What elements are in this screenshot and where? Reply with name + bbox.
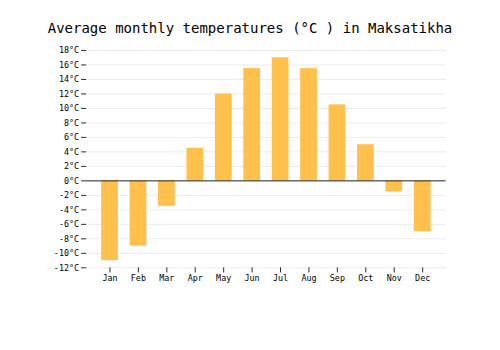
svg-text:4°C: 4°C bbox=[64, 147, 79, 157]
svg-text:Oct: Oct bbox=[358, 273, 373, 283]
svg-text:18°C: 18°C bbox=[59, 45, 79, 55]
svg-text:Sep: Sep bbox=[330, 273, 345, 283]
svg-text:16°C: 16°C bbox=[59, 60, 79, 70]
svg-text:8°C: 8°C bbox=[64, 118, 79, 128]
svg-text:Aug: Aug bbox=[301, 273, 316, 283]
svg-text:-2°C: -2°C bbox=[59, 190, 79, 200]
svg-text:Mar: Mar bbox=[159, 273, 174, 283]
svg-text:2°C: 2°C bbox=[64, 161, 79, 171]
svg-text:12°C: 12°C bbox=[59, 89, 79, 99]
svg-text:Dec: Dec bbox=[415, 273, 430, 283]
svg-text:0°C: 0°C bbox=[64, 176, 79, 186]
svg-text:14°C: 14°C bbox=[59, 74, 79, 84]
svg-text:-8°C: -8°C bbox=[59, 234, 79, 244]
svg-text:-12°C: -12°C bbox=[54, 262, 79, 272]
svg-text:Nov: Nov bbox=[387, 273, 402, 283]
svg-text:May: May bbox=[216, 273, 231, 283]
svg-text:-6°C: -6°C bbox=[59, 219, 79, 229]
svg-text:6°C: 6°C bbox=[64, 132, 79, 142]
svg-text:Jan: Jan bbox=[102, 273, 117, 283]
svg-text:Jul: Jul bbox=[273, 273, 288, 283]
svg-text:10°C: 10°C bbox=[59, 103, 79, 113]
svg-text:Apr: Apr bbox=[188, 273, 203, 283]
html-text:Average monthly temperatures (: Average monthly temperatures (°C ) in Ma… bbox=[47, 20, 453, 36]
svg-text:-10°C: -10°C bbox=[54, 248, 79, 258]
svg-text:Jun: Jun bbox=[245, 273, 260, 283]
svg-text:-4°C: -4°C bbox=[59, 205, 79, 215]
svg-text:Feb: Feb bbox=[131, 273, 146, 283]
